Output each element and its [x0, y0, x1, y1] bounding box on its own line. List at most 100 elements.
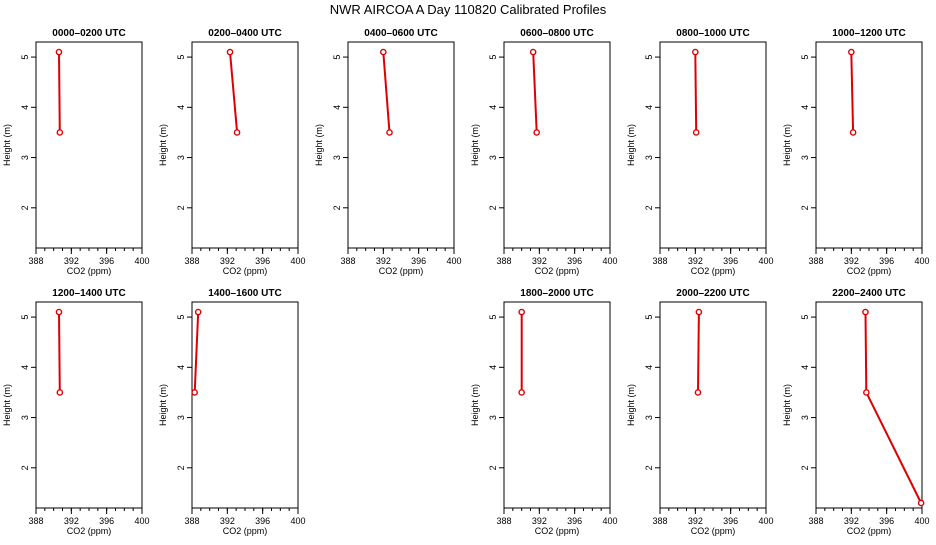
- profile-line: [58, 51, 61, 133]
- y-tick-label: 5: [644, 315, 654, 320]
- x-tick-label: 392: [220, 516, 235, 526]
- panel-frame: [659, 41, 767, 249]
- y-tick-label: 5: [20, 55, 30, 60]
- profile-line: [229, 51, 239, 133]
- x-tick-label: 388: [496, 516, 511, 526]
- y-tick-label: 2: [800, 465, 810, 470]
- x-axis-label: CO2 (ppm): [691, 266, 736, 276]
- panel-frame: [191, 301, 299, 509]
- data-point: [848, 48, 855, 56]
- panel-title: 1000–1200 UTC: [832, 28, 905, 39]
- x-tick-label: 396: [723, 516, 738, 526]
- x-tick-label: 392: [688, 516, 703, 526]
- y-tick-label: 4: [644, 365, 654, 370]
- data-point: [226, 48, 234, 56]
- x-tick-label: 400: [914, 256, 929, 266]
- profile-line: [58, 311, 61, 393]
- y-tick-label: 3: [644, 155, 654, 160]
- profile-line: [864, 311, 922, 504]
- y-tick-label: 2: [644, 205, 654, 210]
- x-axis-label: CO2 (ppm): [223, 526, 268, 536]
- y-tick-label: 5: [800, 315, 810, 320]
- chart-main-title: NWR AIRCOA A Day 110820 Calibrated Profi…: [330, 2, 607, 17]
- x-axis-label: CO2 (ppm): [67, 266, 112, 276]
- x-tick-label: 396: [723, 256, 738, 266]
- panel-title: 0600–0800 UTC: [520, 28, 593, 39]
- y-axis-label: Height (m): [470, 124, 480, 166]
- x-tick-label: 396: [567, 516, 582, 526]
- profile-line: [850, 51, 855, 133]
- x-tick-label: 400: [134, 516, 149, 526]
- data-point: [56, 389, 64, 396]
- y-tick-label: 5: [20, 315, 30, 320]
- data-point: [692, 48, 699, 56]
- x-tick-label: 392: [64, 516, 79, 526]
- x-tick-label: 400: [914, 516, 929, 526]
- x-tick-label: 400: [134, 256, 149, 266]
- y-axis-label: Height (m): [470, 384, 480, 426]
- panel-title: 1400–1600 UTC: [208, 288, 281, 299]
- x-axis-label: CO2 (ppm): [847, 526, 892, 536]
- x-tick-label: 392: [376, 256, 391, 266]
- x-tick-label: 388: [340, 256, 355, 266]
- x-tick-label: 396: [879, 516, 894, 526]
- x-tick-label: 396: [567, 256, 582, 266]
- data-point: [55, 48, 63, 56]
- x-tick-label: 400: [758, 516, 773, 526]
- y-tick-label: 2: [488, 205, 498, 210]
- data-point: [692, 129, 700, 136]
- x-tick-label: 388: [28, 516, 43, 526]
- data-point: [194, 308, 202, 316]
- x-tick-label: 392: [844, 516, 859, 526]
- y-tick-label: 4: [644, 105, 654, 110]
- data-point: [695, 308, 703, 316]
- data-point: [386, 129, 393, 136]
- panel-frame: [35, 301, 143, 509]
- y-tick-label: 5: [488, 55, 498, 60]
- x-tick-label: 396: [99, 256, 114, 266]
- y-tick-label: 2: [332, 205, 342, 210]
- y-tick-label: 4: [488, 365, 498, 370]
- y-axis-label: Height (m): [314, 124, 324, 166]
- y-tick-label: 4: [488, 105, 498, 110]
- x-tick-label: 396: [255, 516, 270, 526]
- y-tick-label: 4: [20, 365, 30, 370]
- panel-frame: [815, 301, 923, 509]
- x-tick-label: 396: [411, 256, 426, 266]
- y-tick-label: 3: [176, 415, 186, 420]
- y-tick-label: 3: [800, 155, 810, 160]
- data-point: [863, 389, 870, 396]
- x-tick-label: 400: [290, 516, 305, 526]
- y-tick-label: 3: [488, 155, 498, 160]
- y-tick-label: 5: [176, 55, 186, 60]
- y-axis-label: Height (m): [158, 124, 168, 166]
- x-axis-label: CO2 (ppm): [67, 526, 112, 536]
- y-tick-label: 4: [800, 105, 810, 110]
- y-tick-label: 2: [20, 465, 30, 470]
- panel-title: 0400–0600 UTC: [364, 28, 437, 39]
- y-tick-label: 5: [800, 55, 810, 60]
- x-axis-label: CO2 (ppm): [847, 266, 892, 276]
- y-tick-label: 3: [800, 415, 810, 420]
- data-point: [849, 129, 857, 136]
- profile-line: [193, 311, 200, 393]
- x-tick-label: 388: [652, 256, 667, 266]
- y-tick-label: 3: [644, 415, 654, 420]
- y-axis-label: Height (m): [626, 384, 636, 426]
- x-tick-label: 388: [496, 256, 511, 266]
- y-tick-label: 5: [332, 55, 342, 60]
- data-point: [191, 389, 198, 396]
- profile-line: [694, 51, 698, 133]
- data-point: [529, 48, 537, 56]
- panel-title: 1200–1400 UTC: [52, 288, 125, 299]
- x-tick-label: 392: [532, 516, 547, 526]
- y-tick-label: 3: [488, 415, 498, 420]
- data-point: [518, 308, 525, 316]
- data-point: [55, 308, 63, 316]
- data-point: [56, 129, 64, 136]
- x-tick-label: 400: [602, 516, 617, 526]
- x-tick-label: 392: [532, 256, 547, 266]
- y-tick-label: 3: [20, 155, 30, 160]
